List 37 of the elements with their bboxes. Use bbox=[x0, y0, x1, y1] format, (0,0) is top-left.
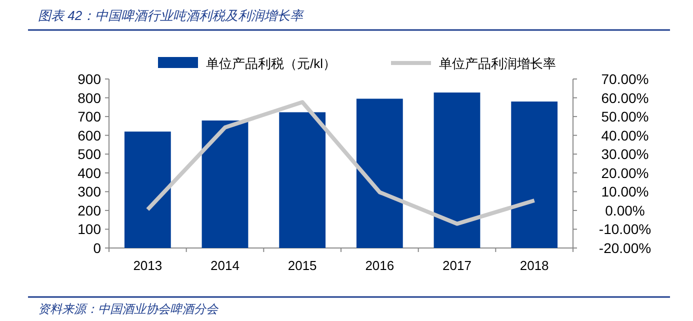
y2-tick-label: 20.00% bbox=[601, 164, 649, 181]
bar bbox=[202, 120, 248, 248]
line-series bbox=[146, 100, 536, 226]
legend-label: 单位产品利税（元/kl） bbox=[206, 56, 336, 71]
chart-title: 图表 42：中国啤酒行业吨酒利税及利润增长率 bbox=[38, 8, 306, 23]
x-tick-label: 2015 bbox=[288, 258, 317, 273]
x-tick-label: 2014 bbox=[210, 258, 240, 273]
y-tick-label: 600 bbox=[78, 127, 102, 144]
x-tick-label: 2018 bbox=[520, 258, 549, 273]
y-tick-label: 100 bbox=[78, 221, 102, 238]
bar bbox=[511, 102, 558, 248]
y-tick-label: 900 bbox=[78, 71, 102, 87]
x-tick-label: 2016 bbox=[365, 258, 394, 273]
y-tick-label: 400 bbox=[78, 164, 102, 181]
y2-tick-label: 0.00% bbox=[605, 202, 645, 218]
x-tick-label: 2013 bbox=[133, 258, 162, 273]
y2-tick-label: -20.00% bbox=[598, 240, 652, 256]
y-tick-label: 0 bbox=[93, 240, 102, 256]
bar bbox=[279, 112, 326, 248]
bar bbox=[356, 98, 403, 248]
y2-tick-label: 50.00% bbox=[601, 108, 649, 125]
y2-tick-label: 40.00% bbox=[601, 127, 649, 144]
x-tick-label: 2017 bbox=[442, 258, 472, 273]
y2-tick-label: 60.00% bbox=[601, 90, 649, 106]
y-tick-label: 700 bbox=[78, 108, 102, 125]
y-tick-label: 200 bbox=[78, 202, 102, 218]
legend-label: 单位产品利润增长率 bbox=[439, 56, 556, 71]
bar bbox=[434, 92, 480, 248]
bar bbox=[124, 132, 171, 248]
y2-tick-label: 10.00% bbox=[601, 184, 649, 200]
y-tick-label: 800 bbox=[78, 90, 102, 106]
y-tick-label: 300 bbox=[78, 184, 102, 200]
y2-tick-label: 70.00% bbox=[601, 71, 649, 87]
y2-tick-label: 30.00% bbox=[601, 146, 649, 162]
y2-tick-label: -10.00% bbox=[598, 221, 652, 238]
text: 资料来源：中国酒业协会啤酒分会 bbox=[38, 302, 219, 316]
y-tick-label: 500 bbox=[78, 146, 102, 162]
